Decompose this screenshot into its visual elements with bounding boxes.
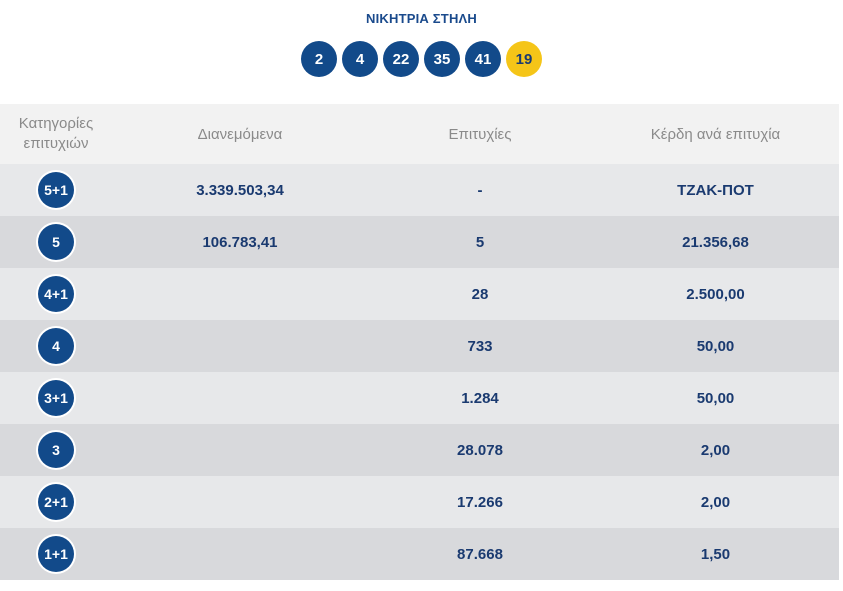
distributed-value: 3.339.503,34 — [196, 181, 284, 199]
winners-value: 28.078 — [457, 441, 503, 459]
table-row: 3 28.078 2,00 — [0, 424, 839, 476]
header-category: Κατηγορίες επιτυχιών — [0, 114, 112, 154]
category-badge: 4 — [38, 328, 74, 364]
winners-value: 5 — [475, 233, 485, 251]
header-distributed: Διανεμόμενα — [197, 125, 283, 143]
table-row: 1+1 87.668 1,50 — [0, 528, 839, 580]
number-ball-3: 22 — [383, 41, 419, 77]
distributed-value: 106.783,41 — [202, 233, 278, 251]
prize-value: 1,50 — [700, 545, 731, 563]
prize-value: ΤΖΑΚ-ΠΟΤ — [677, 181, 754, 199]
header-category-line2: επιτυχιών — [23, 135, 89, 152]
category-badge: 5+1 — [38, 172, 74, 208]
number-ball-1: 2 — [301, 41, 337, 77]
winners-value: 733 — [467, 337, 493, 355]
joker-ball: 19 — [506, 41, 542, 77]
winning-column-title: ΝΙΚΗΤΡΙΑ ΣΤΗΛΗ — [366, 11, 477, 26]
category-badge: 1+1 — [38, 536, 74, 572]
prize-value: 50,00 — [696, 337, 735, 355]
winners-value: 1.284 — [461, 389, 499, 407]
winners-value: 87.668 — [457, 545, 503, 563]
table-row: 2+1 17.266 2,00 — [0, 476, 839, 528]
prize-value: 21.356,68 — [682, 233, 749, 251]
table-row: 3+1 1.284 50,00 — [0, 372, 839, 424]
header-winners: Επιτυχίες — [448, 125, 512, 143]
winners-value: - — [477, 181, 483, 199]
table-row: 5+1 3.339.503,34 - ΤΖΑΚ-ΠΟΤ — [0, 164, 839, 216]
winning-numbers: 2 4 22 35 41 19 — [0, 41, 843, 77]
table-row: 5 106.783,41 5 21.356,68 — [0, 216, 839, 268]
category-badge: 4+1 — [38, 276, 74, 312]
prize-table: Κατηγορίες επιτυχιών Διανεμόμενα Επιτυχί… — [0, 104, 839, 580]
table-row: 4 733 50,00 — [0, 320, 839, 372]
prize-value: 2,00 — [700, 441, 731, 459]
number-ball-2: 4 — [342, 41, 378, 77]
winners-value: 28 — [471, 285, 489, 303]
prize-table-header: Κατηγορίες επιτυχιών Διανεμόμενα Επιτυχί… — [0, 104, 839, 164]
category-badge: 5 — [38, 224, 74, 260]
winners-value: 17.266 — [457, 493, 503, 511]
prize-value: 2,00 — [700, 493, 731, 511]
table-row: 4+1 28 2.500,00 — [0, 268, 839, 320]
number-ball-4: 35 — [424, 41, 460, 77]
number-ball-5: 41 — [465, 41, 501, 77]
category-badge: 2+1 — [38, 484, 74, 520]
header-category-line1: Κατηγορίες — [18, 115, 94, 132]
category-badge: 3+1 — [38, 380, 74, 416]
header-prize: Κέρδη ανά επιτυχία — [650, 125, 781, 143]
prize-value: 2.500,00 — [686, 285, 745, 303]
prize-value: 50,00 — [696, 389, 735, 407]
category-badge: 3 — [38, 432, 74, 468]
